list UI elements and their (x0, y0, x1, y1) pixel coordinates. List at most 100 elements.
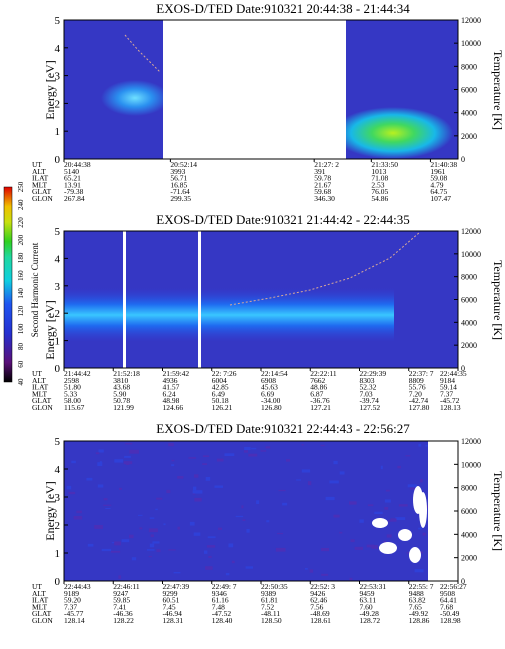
panel-3-blob (398, 529, 412, 541)
noise-speck (149, 543, 155, 548)
table-cell: -45.72 (440, 396, 460, 405)
table-cell: 21:44:42 (64, 369, 91, 378)
table-cell: 128.22 (113, 616, 134, 625)
y-tick-label: 0 (55, 154, 61, 166)
table-cell: 3993 (170, 167, 185, 176)
generated-axes-and-tables: 012345020004000600080001000012000UTALTIL… (32, 15, 481, 625)
noise-speck (87, 543, 94, 547)
table-cell: 4936 (163, 376, 178, 385)
noise-speck (149, 517, 155, 519)
table-row-label: GLON (32, 616, 53, 625)
table-cell: 9184 (440, 376, 455, 385)
table-cell: 267.84 (64, 194, 85, 203)
table-cell: 22:37: 7 (409, 369, 434, 378)
noise-speck (66, 485, 72, 490)
noise-speck (260, 450, 267, 452)
panel-1-y2label: Temperature [K] (491, 50, 505, 130)
noise-speck (245, 566, 253, 569)
noise-speck (218, 527, 222, 530)
table-cell: 50.18 (212, 396, 229, 405)
table-cell: 21:33:50 (371, 160, 398, 169)
y-tick-label: 5 (55, 436, 61, 448)
noise-speck (114, 541, 121, 546)
noise-speck (387, 520, 391, 522)
table-cell: 128.31 (163, 616, 184, 625)
table-cell: 107.47 (430, 194, 451, 203)
table-cell: 391 (314, 167, 326, 176)
y2-tick-label: 8000 (461, 62, 477, 71)
table-cell: 63.11 (360, 596, 377, 605)
y2-tick-label: 12000 (461, 227, 481, 236)
noise-speck (105, 508, 111, 509)
noise-speck (194, 497, 202, 502)
noise-speck (265, 446, 271, 449)
table-cell: 22:50:35 (261, 582, 288, 591)
y2-tick-label: 6000 (461, 296, 477, 305)
table-cell: 127.21 (310, 403, 331, 412)
noise-speck (301, 469, 311, 473)
table-cell: 13.91 (64, 180, 81, 189)
y-tick-label: 3 (55, 281, 61, 293)
table-cell: 7.37 (64, 602, 77, 611)
table-cell: 22:29:39 (360, 369, 387, 378)
table-cell: 128.61 (310, 616, 331, 625)
panel-3-noise (66, 443, 432, 581)
noise-speck (251, 447, 257, 450)
panel-1: EXOS-D/TED Date:910321 20:44:38 - 21:44:… (43, 1, 505, 160)
noise-speck (320, 444, 325, 447)
table-cell: 7.03 (360, 389, 373, 398)
table-cell: 61.16 (212, 596, 229, 605)
table-cell: 2.53 (371, 180, 384, 189)
table-cell: 56.71 (170, 174, 187, 183)
noise-speck (275, 547, 286, 552)
table-cell: 21:27: 2 (314, 160, 339, 169)
noise-speck (224, 453, 235, 456)
noise-speck (114, 459, 124, 463)
table-cell: 126.21 (212, 403, 233, 412)
noise-speck (103, 498, 108, 501)
table-cell: 21:52:18 (113, 369, 140, 378)
table-cell: 121.99 (113, 403, 134, 412)
table-cell: 59.08 (430, 174, 447, 183)
table-cell: 124.66 (163, 403, 184, 412)
panel-3-title: EXOS-D/TED Date:910321 22:44:43 - 22:56:… (156, 421, 410, 436)
table-cell: 62.46 (310, 596, 327, 605)
y-tick-label: 4 (55, 464, 61, 476)
table-cell: 6908 (261, 376, 276, 385)
table-cell: -46.94 (163, 609, 183, 618)
panel-3-background (64, 441, 458, 581)
table-cell: 128.72 (360, 616, 381, 625)
noise-speck (139, 527, 143, 530)
noise-speck (235, 515, 244, 518)
noise-speck (99, 461, 102, 465)
noise-speck (367, 504, 374, 507)
colorbar-tick-label: 140 (17, 288, 25, 299)
panel-2-white-line-2 (198, 231, 201, 368)
y-tick-label: 5 (55, 15, 61, 27)
table-cell: 8303 (360, 376, 375, 385)
table-cell: 8809 (409, 376, 424, 385)
panel-3-plot (63, 440, 459, 582)
table-cell: 9247 (113, 589, 128, 598)
table-cell: -47.52 (212, 609, 232, 618)
table-cell: 59.78 (314, 174, 331, 183)
colorbar-tick-label: 40 (17, 378, 25, 386)
noise-speck (166, 489, 171, 494)
y-tick-label: 4 (55, 253, 61, 265)
noise-speck (125, 443, 133, 445)
table-cell: -79.38 (64, 187, 84, 196)
table-cell: -50.49 (440, 609, 460, 618)
table-cell: 6.69 (261, 389, 274, 398)
noise-speck (321, 548, 329, 552)
table-cell: 43.68 (113, 383, 130, 392)
table-cell: 128.86 (409, 616, 430, 625)
y2-tick-label: 4000 (461, 530, 477, 539)
noise-speck (339, 471, 345, 475)
noise-speck (418, 443, 422, 447)
noise-speck (385, 489, 390, 492)
y2-tick-label: 0 (461, 155, 465, 164)
noise-speck (390, 518, 397, 522)
table-cell: 9488 (409, 589, 424, 598)
noise-speck (119, 487, 122, 490)
